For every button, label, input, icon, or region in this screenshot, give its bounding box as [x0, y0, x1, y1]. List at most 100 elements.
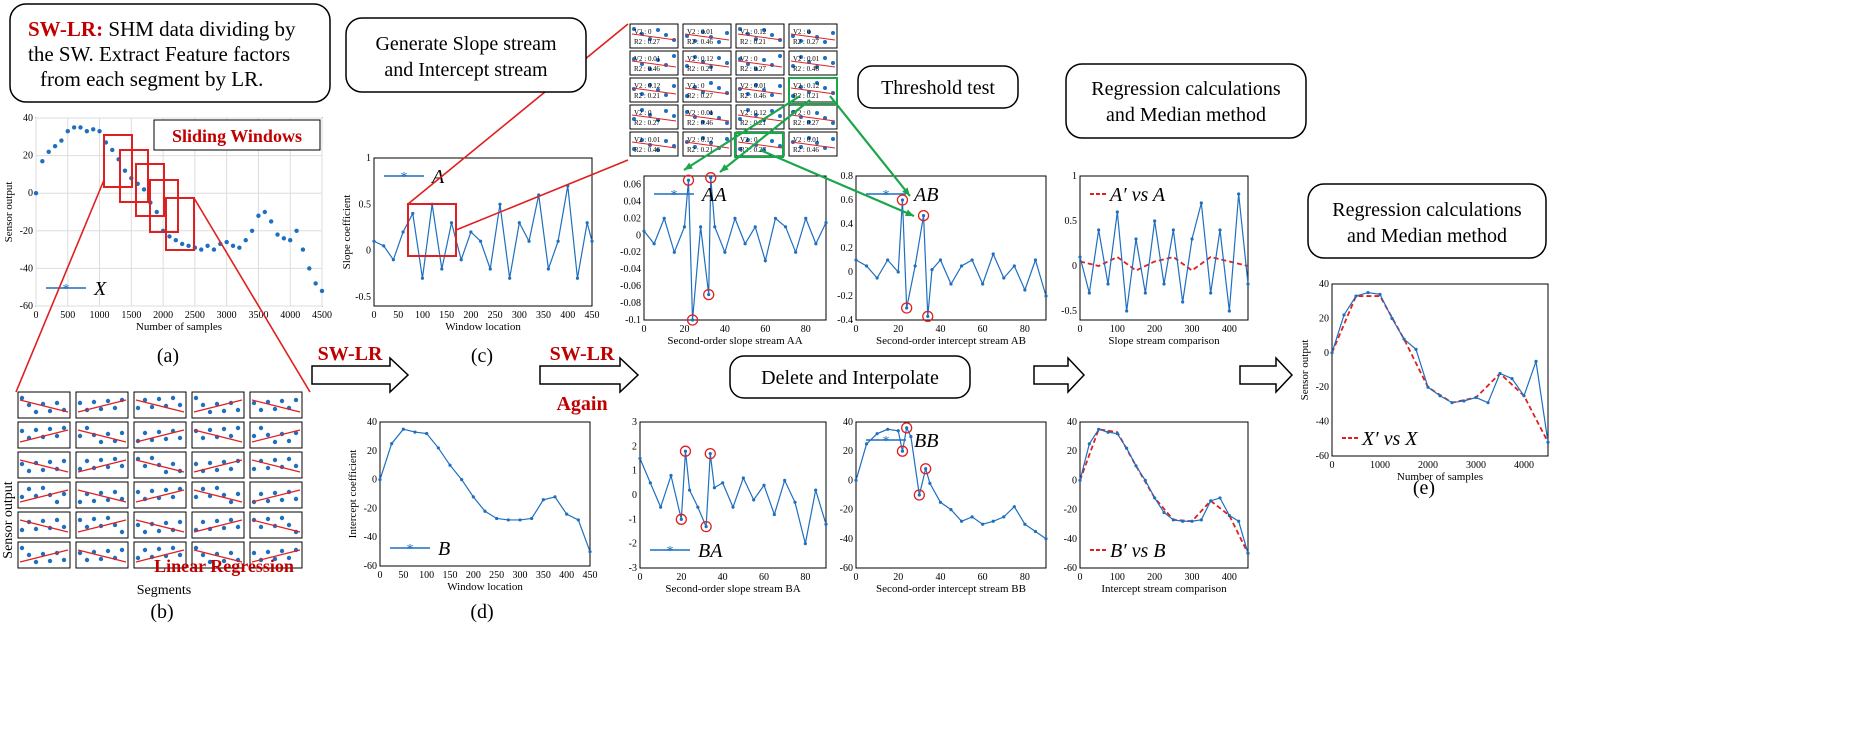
mini-plot-point [135, 489, 141, 495]
data-point [275, 232, 280, 237]
mini-plot-point [272, 457, 278, 463]
data-point [179, 241, 185, 247]
x-tick-label: 1000 [1370, 460, 1390, 471]
series-line-BA-0 [639, 451, 827, 544]
data-point [1023, 288, 1027, 292]
mini-plot-point [177, 486, 183, 492]
x-tick-label: 100 [1110, 324, 1125, 335]
mini-regression-line [193, 549, 243, 563]
data-point [186, 243, 191, 249]
data-point [1486, 401, 1490, 405]
top-mini-line [631, 60, 677, 68]
mini-plot-point [170, 461, 176, 467]
mini-plot-point [77, 517, 83, 523]
x-tick-label: 3500 [248, 310, 268, 321]
data-point [1354, 294, 1358, 298]
data-point [669, 473, 673, 478]
mini-plot-point [293, 430, 299, 436]
data-point [683, 449, 688, 453]
top-mini-label: R2 : 0.21 [740, 38, 766, 46]
y-tick-label: 0.5 [359, 199, 372, 210]
y-tick-label: 0 [366, 246, 371, 257]
data-point [909, 435, 913, 439]
data-point [307, 266, 312, 271]
mini-plot-point [105, 431, 111, 437]
data-point [243, 238, 248, 243]
mini-plot-point [279, 515, 285, 521]
mini-plot-point [228, 466, 234, 472]
x-tick-label: 0 [378, 570, 383, 581]
legend-label: BB [914, 430, 938, 452]
data-point [1125, 309, 1129, 313]
data-point [938, 500, 943, 504]
y-axis-label: Sensor output [3, 182, 15, 243]
data-point [1012, 505, 1016, 509]
data-point [268, 219, 274, 224]
x-tick-label: 0 [1078, 324, 1083, 335]
top-mini-line [737, 114, 783, 122]
mini-plot-point [221, 525, 227, 531]
mini-plot-point [98, 406, 104, 412]
data-point [949, 282, 953, 286]
y-tick-label: 40 [23, 113, 33, 124]
x-tick-label: 40 [935, 572, 945, 583]
x-tick-label: 0 [642, 324, 647, 335]
mini-plot-point [272, 490, 278, 496]
data-point [440, 267, 444, 271]
data-point [1237, 192, 1241, 196]
zoom-line-c-top [407, 23, 629, 205]
mini-plot-point [149, 437, 155, 443]
x-tick-label: 3000 [217, 310, 237, 321]
data-point [1546, 440, 1550, 444]
mini-regression-line [19, 459, 69, 473]
top-mini-point [632, 57, 636, 61]
mini-plot-point [279, 497, 285, 503]
top-mini-line [631, 114, 677, 122]
mini-plot-point [77, 466, 83, 472]
top-mini-point [746, 138, 750, 142]
mini-plot-point [119, 496, 125, 502]
mini-plot-point [207, 427, 213, 433]
top-mini-frame [629, 131, 679, 157]
data-point [1115, 210, 1119, 214]
mini-plot-frame [191, 451, 245, 479]
data-point [97, 128, 102, 134]
anomaly-circle [700, 520, 712, 533]
mini-plot-point [91, 549, 97, 555]
mini-plot-point [47, 558, 53, 564]
data-point [372, 239, 376, 243]
top-mini-point [791, 94, 795, 98]
top-mini-point [807, 120, 811, 124]
mini-plot-point [54, 499, 60, 505]
x-axis-label: Slope stream comparison [1108, 335, 1220, 347]
data-point [483, 509, 487, 513]
data-point [1426, 385, 1430, 389]
y-tick-label: 0.6 [841, 195, 854, 206]
top-mini-point [754, 37, 758, 41]
anomaly-circle [675, 513, 687, 525]
green-arrow-shaft [829, 95, 911, 197]
top-mini-line [737, 141, 783, 149]
data-point [638, 456, 642, 461]
x-tick-label: 500 [60, 310, 75, 321]
top-mini-label: V2 : 0.12 [793, 82, 820, 90]
zoom-line-left [15, 179, 105, 393]
mini-plot-point [258, 491, 264, 497]
y-tick-label: 0.02 [624, 213, 642, 224]
data-point [588, 550, 592, 554]
top-mini-frame [682, 104, 732, 130]
top-mini-label: R2 : 0.21 [740, 119, 766, 127]
data-point [518, 518, 522, 522]
top-mini-point [717, 40, 721, 44]
data-point [91, 127, 96, 132]
mini-plot-point [286, 456, 292, 462]
mini-plot-point [207, 493, 213, 499]
data-point [753, 225, 757, 229]
mini-plot-point [61, 491, 67, 497]
data-point [699, 225, 703, 229]
mini-regression-line [251, 549, 301, 563]
data-point [313, 281, 318, 286]
y-tick-label: -0.5 [355, 292, 371, 303]
data-point [1209, 499, 1213, 503]
top-mini-label: V2 : 0.01 [740, 82, 767, 90]
